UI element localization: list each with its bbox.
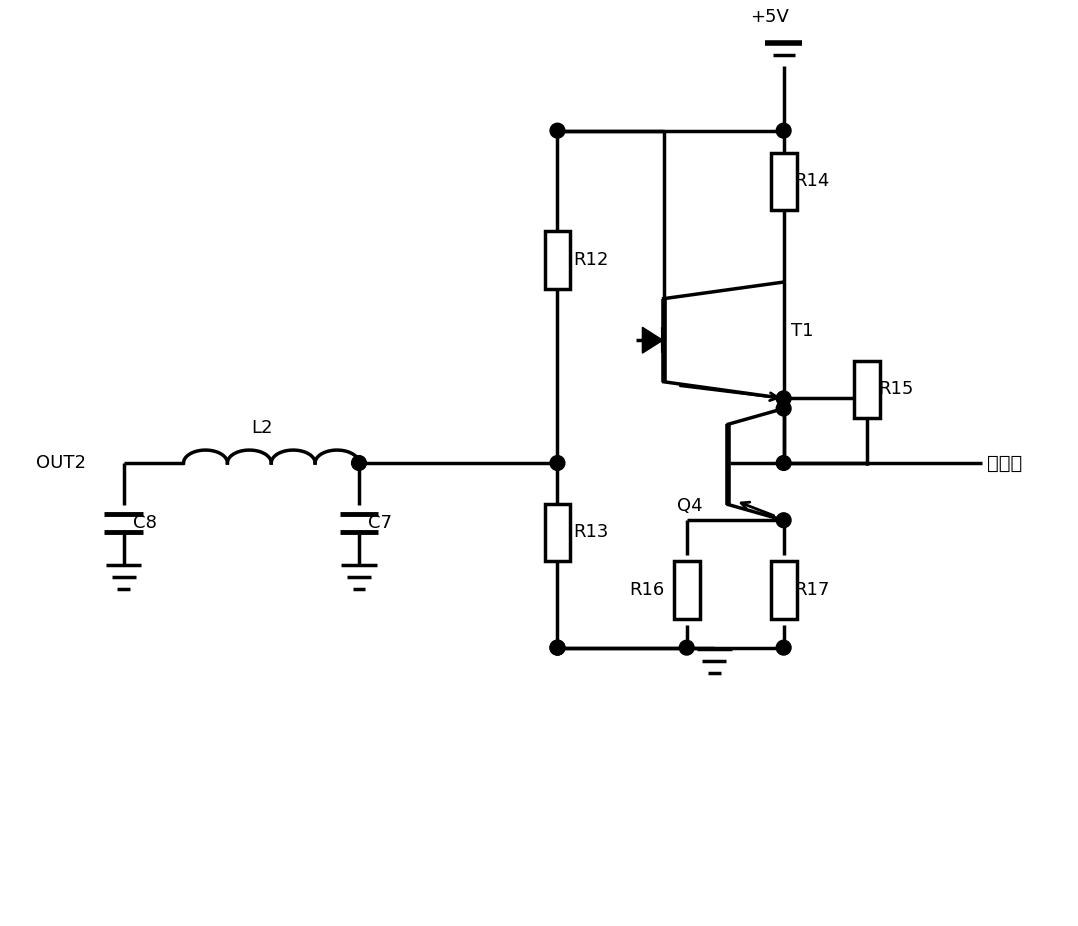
Circle shape xyxy=(550,640,565,655)
Text: +5V: +5V xyxy=(750,8,789,26)
Text: R13: R13 xyxy=(573,523,609,541)
Text: R12: R12 xyxy=(573,251,609,269)
Bar xyxy=(544,232,570,289)
Bar xyxy=(544,504,570,561)
Circle shape xyxy=(776,640,791,655)
Circle shape xyxy=(351,456,367,470)
Bar xyxy=(771,153,797,210)
Bar xyxy=(674,561,700,619)
Text: OUT2: OUT2 xyxy=(36,454,86,472)
Circle shape xyxy=(776,513,791,528)
Circle shape xyxy=(550,456,565,470)
Text: T1: T1 xyxy=(791,322,814,340)
Text: R16: R16 xyxy=(630,581,665,599)
Circle shape xyxy=(550,123,565,138)
Text: R14: R14 xyxy=(794,172,830,191)
Text: R15: R15 xyxy=(877,381,913,398)
Text: R17: R17 xyxy=(794,581,830,599)
Text: Q4: Q4 xyxy=(677,497,703,515)
Bar xyxy=(854,360,880,418)
Circle shape xyxy=(550,640,565,655)
Circle shape xyxy=(776,401,791,416)
Circle shape xyxy=(776,123,791,138)
Circle shape xyxy=(679,640,694,655)
Circle shape xyxy=(776,391,791,406)
Text: 控制器: 控制器 xyxy=(986,454,1022,472)
Bar xyxy=(771,561,797,619)
Text: L2: L2 xyxy=(251,419,273,437)
Text: C7: C7 xyxy=(369,514,392,532)
Text: C8: C8 xyxy=(133,514,156,532)
Circle shape xyxy=(776,456,791,470)
Polygon shape xyxy=(642,327,663,353)
